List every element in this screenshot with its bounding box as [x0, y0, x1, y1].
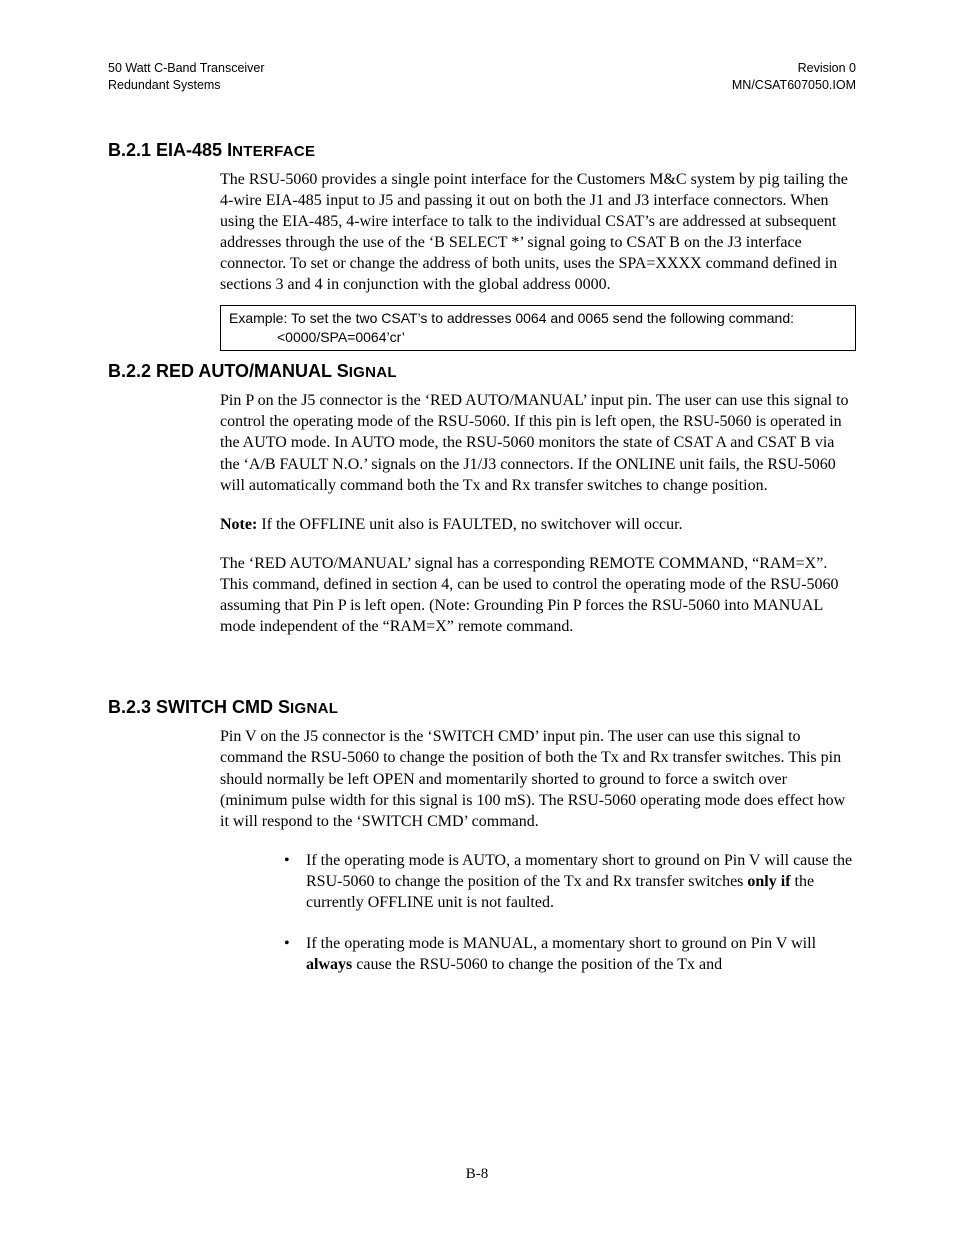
li-post: cause the RSU-5060 to change the positio… [352, 956, 722, 973]
heading-b23: B.2.3 SWITCH CMD SIGNAL [108, 697, 856, 718]
heading-number: B.2.2 [108, 361, 151, 381]
heading-main: EIA-485 I [151, 140, 232, 160]
bullet-list: If the operating mode is AUTO, a momenta… [220, 850, 856, 976]
page-header: 50 Watt C-Band Transceiver Redundant Sys… [108, 60, 856, 94]
note-paragraph: Note: If the OFFLINE unit also is FAULTE… [220, 514, 856, 535]
body-b23: Pin V on the J5 connector is the ‘SWITCH… [220, 726, 856, 975]
page-footer: B-8 [0, 1166, 954, 1183]
heading-suffix: NTERFACE [232, 143, 315, 160]
paragraph: Pin P on the J5 connector is the ‘RED AU… [220, 390, 856, 496]
paragraph: Pin V on the J5 connector is the ‘SWITCH… [220, 726, 856, 832]
note-label: Note: [220, 516, 257, 533]
heading-main: RED AUTO/MANUAL S [151, 361, 349, 381]
heading-suffix: IGNAL [349, 364, 397, 381]
li-pre: If the operating mode is MANUAL, a momen… [306, 935, 816, 952]
list-item: If the operating mode is AUTO, a momenta… [284, 850, 856, 913]
example-line1: Example: To set the two CSAT’s to addres… [229, 309, 847, 328]
heading-b22: B.2.2 RED AUTO/MANUAL SIGNAL [108, 361, 856, 382]
list-item: If the operating mode is MANUAL, a momen… [284, 933, 856, 975]
heading-number: B.2.3 [108, 697, 151, 717]
heading-number: B.2.1 [108, 140, 151, 160]
header-left-line2: Redundant Systems [108, 77, 265, 94]
spacer [108, 637, 856, 651]
paragraph: The RSU-5060 provides a single point int… [220, 169, 856, 296]
paragraph: The ‘RED AUTO/MANUAL’ signal has a corre… [220, 553, 856, 637]
heading-main: SWITCH CMD S [151, 697, 290, 717]
li-bold: always [306, 956, 352, 973]
heading-suffix: IGNAL [290, 700, 338, 717]
example-command: <0000/SPA=0064’cr’ [229, 328, 847, 347]
header-right-line2: MN/CSAT607050.IOM [732, 77, 856, 94]
page: 50 Watt C-Band Transceiver Redundant Sys… [0, 0, 954, 1235]
note-text: If the OFFLINE unit also is FAULTED, no … [257, 516, 682, 533]
body-b21: The RSU-5060 provides a single point int… [220, 169, 856, 296]
example-box: Example: To set the two CSAT’s to addres… [220, 305, 856, 351]
header-left: 50 Watt C-Band Transceiver Redundant Sys… [108, 60, 265, 94]
header-right-line1: Revision 0 [732, 60, 856, 77]
li-bold: only if [747, 873, 790, 890]
page-number: B-8 [466, 1166, 489, 1182]
body-b22: Pin P on the J5 connector is the ‘RED AU… [220, 390, 856, 637]
heading-b21: B.2.1 EIA-485 INTERFACE [108, 140, 856, 161]
header-left-line1: 50 Watt C-Band Transceiver [108, 60, 265, 77]
header-right: Revision 0 MN/CSAT607050.IOM [732, 60, 856, 94]
